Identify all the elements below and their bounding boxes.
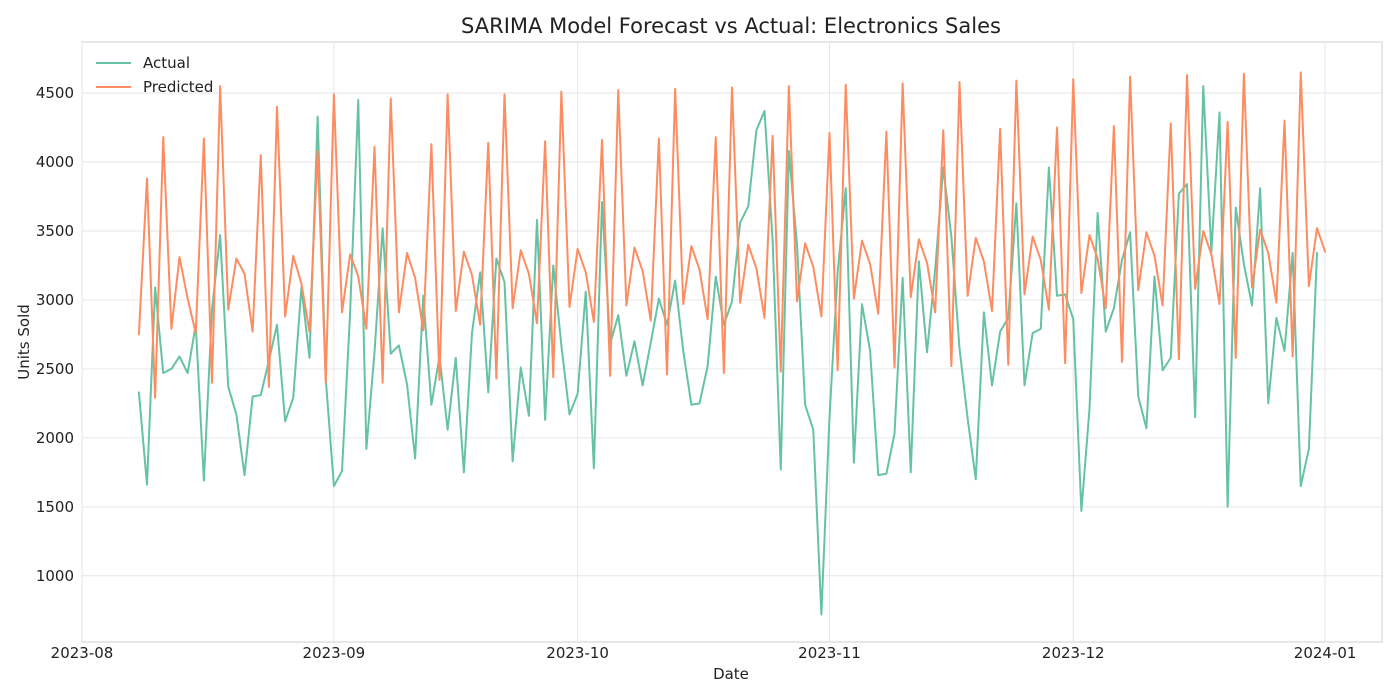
series-line-actual [137,85,1318,616]
x-tick-label: 2023-09 [303,644,366,662]
y-tick-label: 1500 [36,498,74,516]
x-tick-label: 2023-08 [51,644,114,662]
y-tick-label: 1000 [36,567,74,585]
x-tick-label: 2024-01 [1294,644,1357,662]
x-tick-label: 2023-10 [546,644,609,662]
y-tick-labels: 1000 1500 2000 2500 3000 3500 4000 4500 [36,84,74,585]
x-axis-label: Date [713,665,749,683]
y-tick-label: 4000 [36,153,74,171]
legend: Actual Predicted [96,54,213,96]
y-tick-label: 4500 [36,84,74,102]
y-tick-label: 2500 [36,360,74,378]
y-grid-lines [82,92,1382,577]
y-tick-label: 3000 [36,291,74,309]
y-tick-label: 2000 [36,429,74,447]
chart-title: SARIMA Model Forecast vs Actual: Electro… [461,14,1001,38]
legend-label-actual: Actual [143,54,190,72]
legend-label-predicted: Predicted [143,78,213,96]
x-tick-label: 2023-12 [1042,644,1105,662]
y-tick-label: 3500 [36,222,74,240]
y-axis-label: Units Sold [15,304,33,380]
series-layer [137,71,1327,616]
x-tick-label: 2023-11 [798,644,861,662]
plot-area [81,41,1383,643]
series-line-predicted [137,71,1327,399]
x-tick-labels: 2023-08 2023-09 2023-10 2023-11 2023-12 2024-… [51,644,1357,662]
